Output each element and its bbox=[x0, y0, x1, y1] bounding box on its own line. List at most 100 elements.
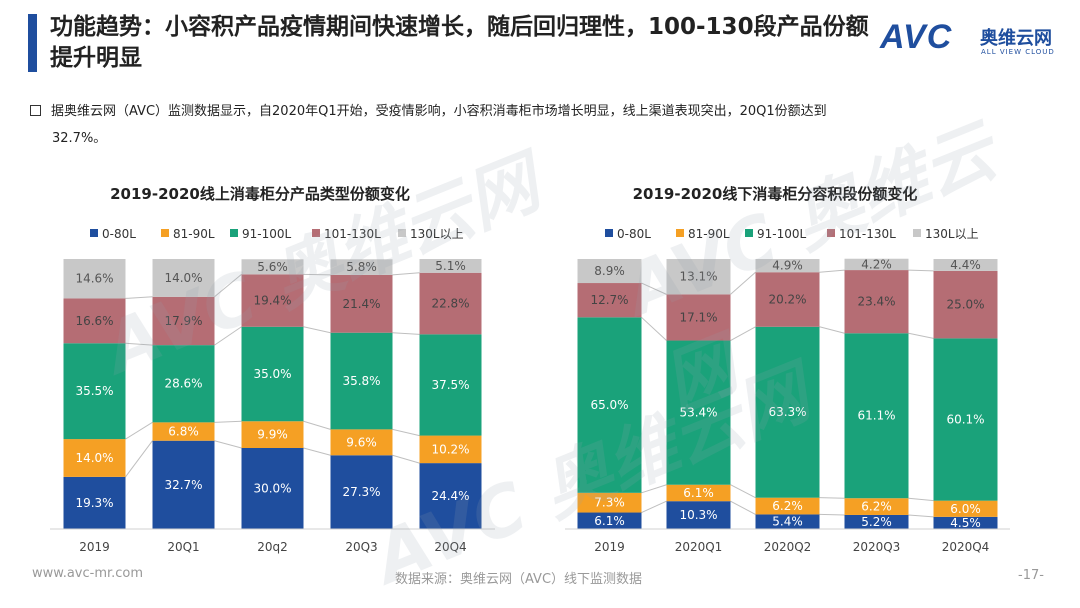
bar-segment-91100L-2 bbox=[755, 326, 820, 498]
bar-segment-101130L-1 bbox=[666, 294, 731, 341]
data-label: 25.0% bbox=[946, 298, 984, 312]
data-label: 19.3% bbox=[75, 496, 113, 510]
data-label: 8.9% bbox=[594, 264, 625, 278]
data-label: 5.2% bbox=[861, 515, 892, 529]
connector-line bbox=[392, 454, 420, 464]
logo-en: ALL VIEW CLOUD bbox=[981, 48, 1055, 56]
connector-line bbox=[125, 421, 153, 440]
legend-label-2: 91-100L bbox=[242, 227, 292, 241]
data-label: 53.4% bbox=[679, 406, 717, 420]
legend-label-4: 130L以上 bbox=[925, 227, 979, 241]
bar-segment-91100L-1 bbox=[152, 345, 215, 423]
chart-title: 2019-2020线上消毒柜分产品类型份额变化 bbox=[110, 185, 410, 203]
bar-segment-080L-4 bbox=[933, 516, 998, 529]
legend-label-4: 130L以上 bbox=[410, 227, 464, 241]
bar-segment-101130L-4 bbox=[419, 272, 482, 335]
x-tick-label: 20Q4 bbox=[434, 540, 466, 554]
data-label: 24.4% bbox=[431, 489, 469, 503]
connector-line bbox=[819, 326, 845, 334]
bar-segment-91100L-3 bbox=[844, 333, 909, 499]
bar-segment-8190L-0 bbox=[577, 492, 642, 513]
connector-line bbox=[214, 420, 242, 423]
bar-segment-130L-3 bbox=[330, 259, 393, 275]
bar-segment-101130L-1 bbox=[152, 296, 215, 346]
avc-logo: AVC 奥维云网 ALL VIEW CLOUD bbox=[880, 18, 1060, 62]
bar-segment-101130L-4 bbox=[933, 270, 998, 339]
bar-segment-080L-1 bbox=[152, 440, 215, 529]
bar-segment-91100L-0 bbox=[63, 343, 126, 440]
data-label: 65.0% bbox=[590, 398, 628, 412]
legend-label-1: 81-90L bbox=[173, 227, 215, 241]
connector-line bbox=[214, 274, 242, 298]
bullet-line-1: 据奥维云网（AVC）监测数据显示，自2020年Q1开始，受疫情影响，小容积消毒柜… bbox=[51, 104, 827, 119]
bar-segment-101130L-0 bbox=[577, 283, 642, 318]
data-label: 22.8% bbox=[431, 297, 469, 311]
legend-swatch-0 bbox=[605, 229, 613, 237]
connector-line bbox=[125, 440, 153, 478]
bar-segment-080L-0 bbox=[577, 512, 642, 529]
data-label: 5.6% bbox=[257, 260, 288, 274]
legend-swatch-1 bbox=[676, 229, 684, 237]
data-label: 4.5% bbox=[950, 516, 981, 530]
data-label: 32.7% bbox=[164, 478, 202, 492]
data-label: 61.1% bbox=[857, 409, 895, 423]
data-label: 9.6% bbox=[346, 435, 377, 449]
data-label: 20.2% bbox=[768, 293, 806, 307]
bar-segment-130L-0 bbox=[63, 259, 126, 299]
data-label: 6.8% bbox=[168, 425, 199, 439]
bar-segment-91100L-1 bbox=[666, 340, 731, 485]
data-label: 14.0% bbox=[75, 451, 113, 465]
legend-label-3: 101-130L bbox=[839, 227, 896, 241]
data-label: 19.4% bbox=[253, 294, 291, 308]
x-tick-label: 2020Q1 bbox=[675, 540, 723, 554]
data-label: 63.3% bbox=[768, 405, 806, 419]
connector-line bbox=[641, 316, 667, 341]
connector-line bbox=[730, 500, 756, 515]
bar-segment-8190L-4 bbox=[419, 435, 482, 464]
bar-segment-8190L-3 bbox=[330, 429, 393, 456]
connector-line bbox=[214, 440, 242, 449]
data-label: 5.4% bbox=[772, 515, 803, 529]
bar-segment-080L-3 bbox=[330, 455, 393, 529]
data-label: 35.8% bbox=[342, 374, 380, 388]
data-label: 21.4% bbox=[342, 297, 380, 311]
connector-line bbox=[730, 326, 756, 341]
chart-title: 2019-2020线下消毒柜分容积段份额变化 bbox=[633, 185, 918, 203]
data-label: 10.3% bbox=[679, 508, 717, 522]
legend-swatch-3 bbox=[827, 229, 835, 237]
bar-segment-080L-2 bbox=[755, 514, 820, 529]
data-label: 5.1% bbox=[435, 259, 466, 273]
footer-website: www.avc-mr.com bbox=[32, 566, 144, 581]
bar-segment-101130L-0 bbox=[63, 298, 126, 344]
bar-segment-080L-0 bbox=[63, 476, 126, 529]
connector-line bbox=[303, 326, 331, 334]
bar-segment-130L-2 bbox=[755, 259, 820, 273]
data-label: 6.0% bbox=[950, 502, 981, 516]
connector-line bbox=[908, 332, 934, 339]
connector-line bbox=[908, 497, 934, 502]
x-tick-label: 2020Q2 bbox=[764, 540, 812, 554]
legend-swatch-1 bbox=[161, 229, 169, 237]
data-label: 4.4% bbox=[950, 258, 981, 272]
bar-segment-130L-3 bbox=[844, 258, 909, 271]
connector-line bbox=[908, 514, 934, 518]
legend-label-0: 0-80L bbox=[102, 227, 136, 241]
data-label: 27.3% bbox=[342, 485, 380, 499]
legend-label-3: 101-130L bbox=[324, 227, 381, 241]
bar-segment-130L-1 bbox=[666, 259, 731, 295]
bar-segment-8190L-2 bbox=[241, 421, 304, 448]
bar-segment-8190L-4 bbox=[933, 500, 998, 517]
page-number: -17- bbox=[1018, 568, 1044, 583]
bar-segment-91100L-4 bbox=[933, 338, 998, 501]
connector-line bbox=[392, 332, 420, 335]
legend-label-0: 0-80L bbox=[617, 227, 651, 241]
connector-line bbox=[908, 269, 934, 272]
data-label: 12.7% bbox=[590, 293, 628, 307]
legend-swatch-2 bbox=[745, 229, 753, 237]
bar-segment-080L-4 bbox=[419, 463, 482, 529]
data-label: 6.2% bbox=[772, 499, 803, 513]
bar-segment-8190L-1 bbox=[152, 422, 215, 441]
bar-segment-130L-1 bbox=[152, 259, 215, 297]
page-title: 功能趋势：小容积产品疫情期间快速增长，随后回归理性，100-130段产品份额提升… bbox=[50, 14, 869, 71]
data-label: 17.1% bbox=[679, 310, 717, 324]
